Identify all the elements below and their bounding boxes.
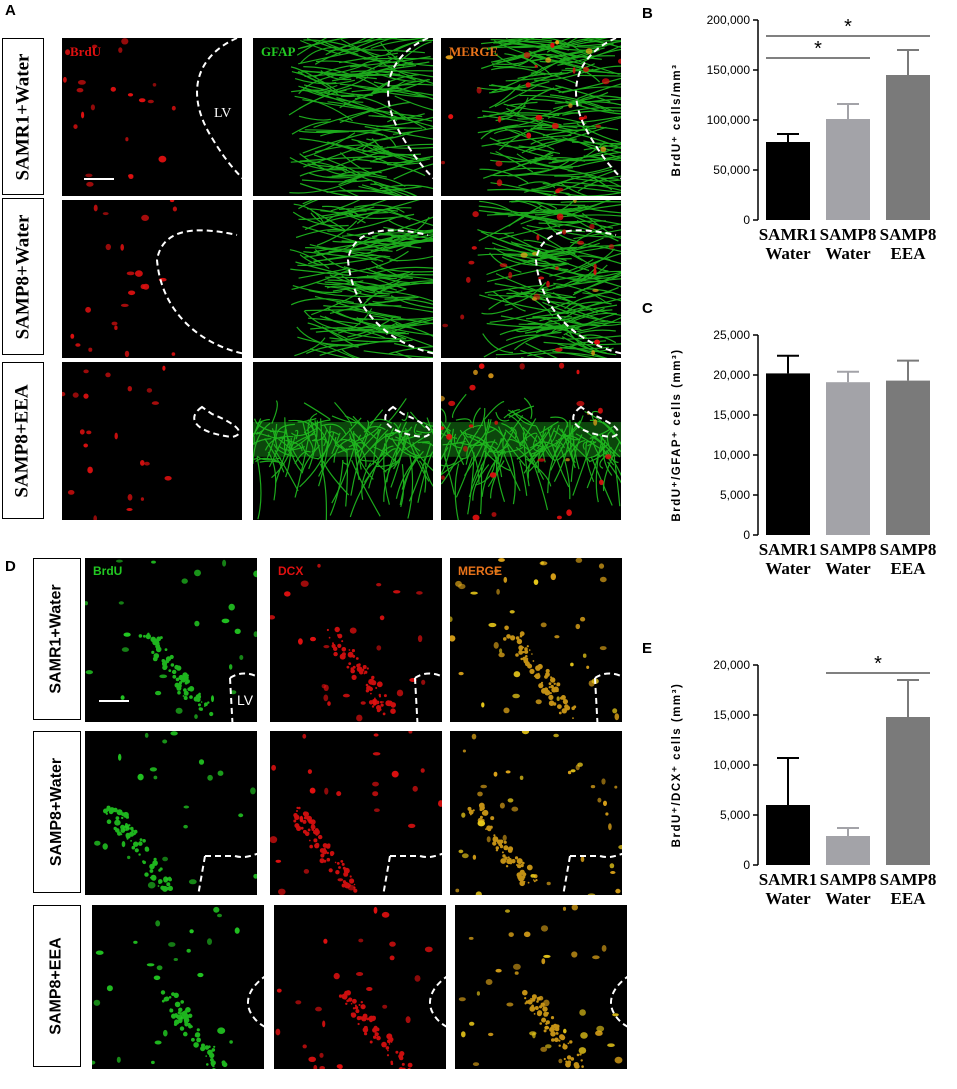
chart-c-category-label: EEA (891, 559, 927, 578)
panel-a-lv-label: LV (214, 106, 232, 121)
chart-c-y-tick-label: 0 (743, 528, 750, 542)
panel-a-scale-bar (84, 178, 114, 180)
panel-a-channel-label-3: MERGE (449, 44, 499, 59)
chart-c-y-axis-label: BrdU⁺/GFAP⁺ cells (mm³) (671, 348, 683, 521)
chart-e-significance-star: * (874, 653, 882, 675)
chart-e-y-tick-label: 20,000 (713, 658, 750, 672)
chart-e-y-tick-label: 5,000 (720, 808, 750, 822)
chart-b-brdu-cells: BrdU⁺ cells/mm³ 0 50,000 100,000 150,000 200,… (660, 10, 950, 295)
chart-e-category-label: Water (825, 889, 871, 908)
chart-e-bar (826, 836, 870, 865)
chart-c-y-tick-label: 10,000 (713, 448, 750, 462)
panel-label-b: B (642, 5, 653, 22)
chart-c-y-tick-label: 20,000 (713, 368, 750, 382)
panel-label-a: A (5, 2, 16, 19)
chart-c-y-tick-label: 5,000 (720, 488, 750, 502)
panel-d-micrograph-2-3 (450, 731, 622, 895)
panel-a-channel-label-1: BrdU (70, 44, 102, 59)
chart-b-category-label: Water (825, 244, 871, 263)
chart-c-category-label: SAMR1 (759, 540, 818, 559)
panel-d-row-label-3: SAMP8+EEA (33, 905, 81, 1067)
chart-b-bar (826, 119, 870, 220)
panel-d-micrograph-3-2 (274, 905, 446, 1069)
chart-e-y-tick-label: 15,000 (713, 708, 750, 722)
panel-d-micrograph-3-1 (92, 905, 264, 1069)
chart-b-y-tick-label: 50,000 (713, 163, 750, 177)
panel-a-micrograph-3-1 (62, 362, 242, 520)
panel-d-micrograph-1-2: DCX (270, 558, 442, 722)
chart-b-y-tick-label: 100,000 (707, 113, 751, 127)
panel-a-channel-label-2: GFAP (261, 44, 296, 59)
chart-b-category-label: SAMP8 (820, 225, 877, 244)
chart-b-y-axis-label: BrdU⁺ cells/mm³ (671, 64, 683, 177)
panel-d-scale-bar (99, 700, 129, 702)
panel-d-micrograph-3-3 (455, 905, 627, 1069)
panel-a-micrograph-1-1: BrdU LV (62, 38, 242, 196)
panel-a-micrograph-2-2 (253, 200, 433, 358)
chart-e-bar (766, 805, 810, 865)
panel-a-micrograph-3-3 (441, 362, 621, 520)
chart-e-y-tick-label: 0 (743, 858, 750, 872)
chart-b-significance-star: * (814, 38, 822, 60)
chart-c-bar (826, 382, 870, 535)
panel-a-row-label-1: SAMR1+Water (2, 38, 44, 195)
chart-e-category-label: SAMP8 (880, 870, 937, 889)
panel-d-row-label-2: SAMP8+Water (33, 731, 81, 893)
chart-c-brdu-gfap-cells: BrdU⁺/GFAP⁺ cells (mm³) 0 5,000 10,000 15,00… (660, 325, 950, 610)
panel-d-channel-label-1: BrdU (93, 564, 123, 578)
chart-b-bar (766, 142, 810, 220)
panel-d-lv-label: LV (237, 692, 254, 708)
chart-b-y-tick-label: 150,000 (707, 63, 751, 77)
chart-b-category-label: EEA (891, 244, 927, 263)
chart-e-category-label: EEA (891, 889, 927, 908)
panel-d-row-label-1: SAMR1+Water (33, 558, 81, 720)
chart-e-y-axis-label: BrdU⁺/DCX⁺ cells (mm³) (671, 683, 683, 848)
panel-a-micrograph-3-2 (253, 362, 433, 520)
chart-e-y-tick-label: 10,000 (713, 758, 750, 772)
chart-c-y-tick-label: 25,000 (713, 328, 750, 342)
chart-c-bar (886, 380, 930, 535)
chart-c-category-label: Water (765, 559, 811, 578)
panel-label-d: D (5, 558, 16, 575)
chart-e-category-label: SAMP8 (820, 870, 877, 889)
chart-c-y-tick-label: 15,000 (713, 408, 750, 422)
chart-e-category-label: Water (765, 889, 811, 908)
chart-b-category-label: Water (765, 244, 811, 263)
panel-a-micrograph-2-3 (441, 200, 621, 358)
chart-b-significance-star: * (844, 16, 852, 38)
chart-e-bar (886, 717, 930, 865)
panel-label-c: C (642, 300, 653, 317)
panel-d-micrograph-2-2 (270, 731, 442, 895)
panel-label-e: E (642, 640, 653, 657)
chart-b-category-label: SAMR1 (759, 225, 818, 244)
panel-a-row-label-2: SAMP8+Water (2, 198, 44, 355)
panel-d-micrograph-2-1 (85, 731, 257, 895)
chart-b-category-label: SAMP8 (880, 225, 937, 244)
panel-a-row-label-3: SAMP8+EEA (2, 362, 44, 519)
chart-c-category-label: SAMP8 (880, 540, 937, 559)
panel-d-channel-label-3: MERGE (458, 564, 503, 578)
panel-d-micrograph-1-1: BrdU LV (85, 558, 257, 722)
panel-a-micrograph-2-1 (62, 200, 242, 358)
chart-b-y-tick-label: 200,000 (707, 13, 751, 27)
chart-c-category-label: Water (825, 559, 871, 578)
chart-b-bar (886, 75, 930, 220)
chart-c-category-label: SAMP8 (820, 540, 877, 559)
chart-e-brdu-dcx-cells: BrdU⁺/DCX⁺ cells (mm³) 0 5,000 10,000 15,000… (660, 653, 950, 940)
panel-a-micrograph-1-3: MERGE (441, 38, 621, 196)
chart-b-y-tick-label: 0 (743, 213, 750, 227)
panel-d-channel-label-2: DCX (278, 564, 304, 578)
panel-a-micrograph-1-2: GFAP (253, 38, 433, 196)
chart-c-bar (766, 373, 810, 535)
panel-d-micrograph-1-3: MERGE (450, 558, 622, 722)
chart-e-category-label: SAMR1 (759, 870, 818, 889)
